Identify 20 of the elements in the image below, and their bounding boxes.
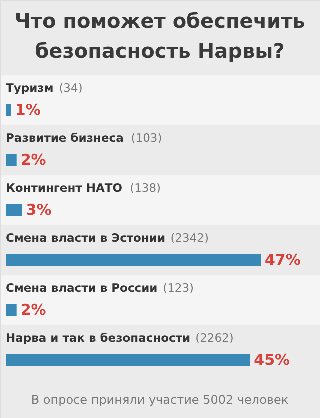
category-label: Смена власти в России (123) — [6, 281, 194, 295]
bar — [6, 354, 250, 366]
data-label: 2% — [20, 151, 46, 169]
text: В опросе приняли участие 5002 человек — [31, 393, 289, 407]
bar — [6, 304, 17, 316]
category-label: Смена власти в Эстонии (2342) — [6, 231, 209, 245]
bar — [6, 204, 22, 216]
data-label: 47% — [265, 251, 301, 269]
category-label: Развитие бизнеса (103) — [6, 131, 162, 145]
bar — [6, 254, 261, 266]
bar — [6, 104, 12, 116]
chart-title: Что поможет обеспечить безопасность Нарвы? — [14, 9, 306, 63]
data-label: 2% — [20, 301, 46, 319]
data-label: 45% — [254, 351, 290, 369]
bar — [6, 154, 17, 166]
category-label: Нарва и так в безопасности (2262) — [6, 331, 234, 345]
category-label: Туризм (34) — [6, 81, 83, 95]
data-label: 1% — [15, 101, 41, 119]
data-label: 3% — [26, 201, 52, 219]
category-label: Контингент НАТО (138) — [6, 181, 162, 195]
